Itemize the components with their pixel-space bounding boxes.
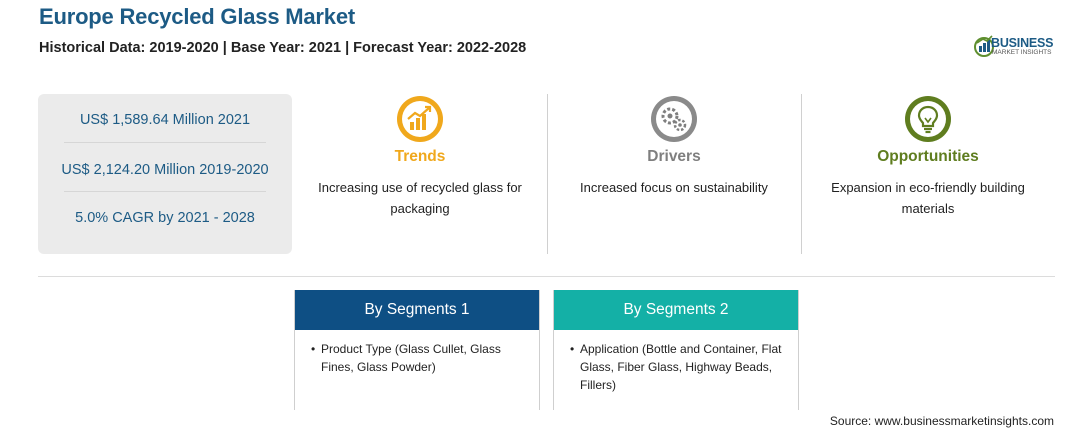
logo-text-secondary: MARKET INSIGHTS [992,49,1052,56]
segment-1-header: By Segments 1 [295,290,539,330]
column-divider [547,94,548,254]
stat-market-size-historical: US$ 2,124.20 Million 2019-2020 [61,162,269,178]
trends-column: Trends Increasing use of recycled glass … [297,94,543,254]
drivers-title: Drivers [647,148,701,165]
trend-chart-icon [397,96,443,142]
stat-cagr: 5.0% CAGR by 2021 - 2028 [75,210,255,226]
stats-divider [64,142,266,143]
page-subtitle: Historical Data: 2019-2020 | Base Year: … [39,40,527,56]
opportunities-column: Opportunities Expansion in eco-friendly … [805,94,1051,254]
logo-mark-icon [974,35,994,57]
company-logo: BUSINESS MARKET INSIGHTS [973,34,1057,60]
column-divider [801,94,802,254]
trends-description: Increasing use of recycled glass for pac… [318,180,522,216]
stat-market-size-2021: US$ 1,589.64 Million 2021 [79,112,251,128]
list-item: • Product Type (Glass Cullet, Glass Fine… [311,340,525,376]
segment-1-item: Product Type (Glass Cullet, Glass Fines,… [321,342,501,374]
source-note: Source: www.businessmarketinsights.com [829,414,1054,428]
drivers-description: Increased focus on sustainability [580,180,768,195]
drivers-column: Drivers Increased focus on sustainabilit… [551,94,797,254]
list-item: • Application (Bottle and Container, Fla… [570,340,784,394]
segment-2-item: Application (Bottle and Container, Flat … [580,342,782,392]
segment-card-1: By Segments 1 • Product Type (Glass Cull… [294,290,540,410]
stats-divider [64,191,266,192]
stats-panel: US$ 1,589.64 Million 2021 US$ 2,124.20 M… [38,94,292,254]
opportunities-description: Expansion in eco-friendly building mater… [831,180,1025,216]
page-title: Europe Recycled Glass Market [39,4,355,29]
bullet-icon: • [570,342,575,356]
segment-2-header: By Segments 2 [554,290,798,330]
lightbulb-icon [905,96,951,142]
bullet-icon: • [311,342,316,356]
segment-card-2: By Segments 2 • Application (Bottle and … [553,290,799,410]
logo-text-primary: BUSINESS [991,36,1054,50]
section-divider [38,276,1055,277]
trends-title: Trends [394,148,446,165]
gears-icon [651,96,697,142]
opportunities-title: Opportunities [877,148,979,165]
